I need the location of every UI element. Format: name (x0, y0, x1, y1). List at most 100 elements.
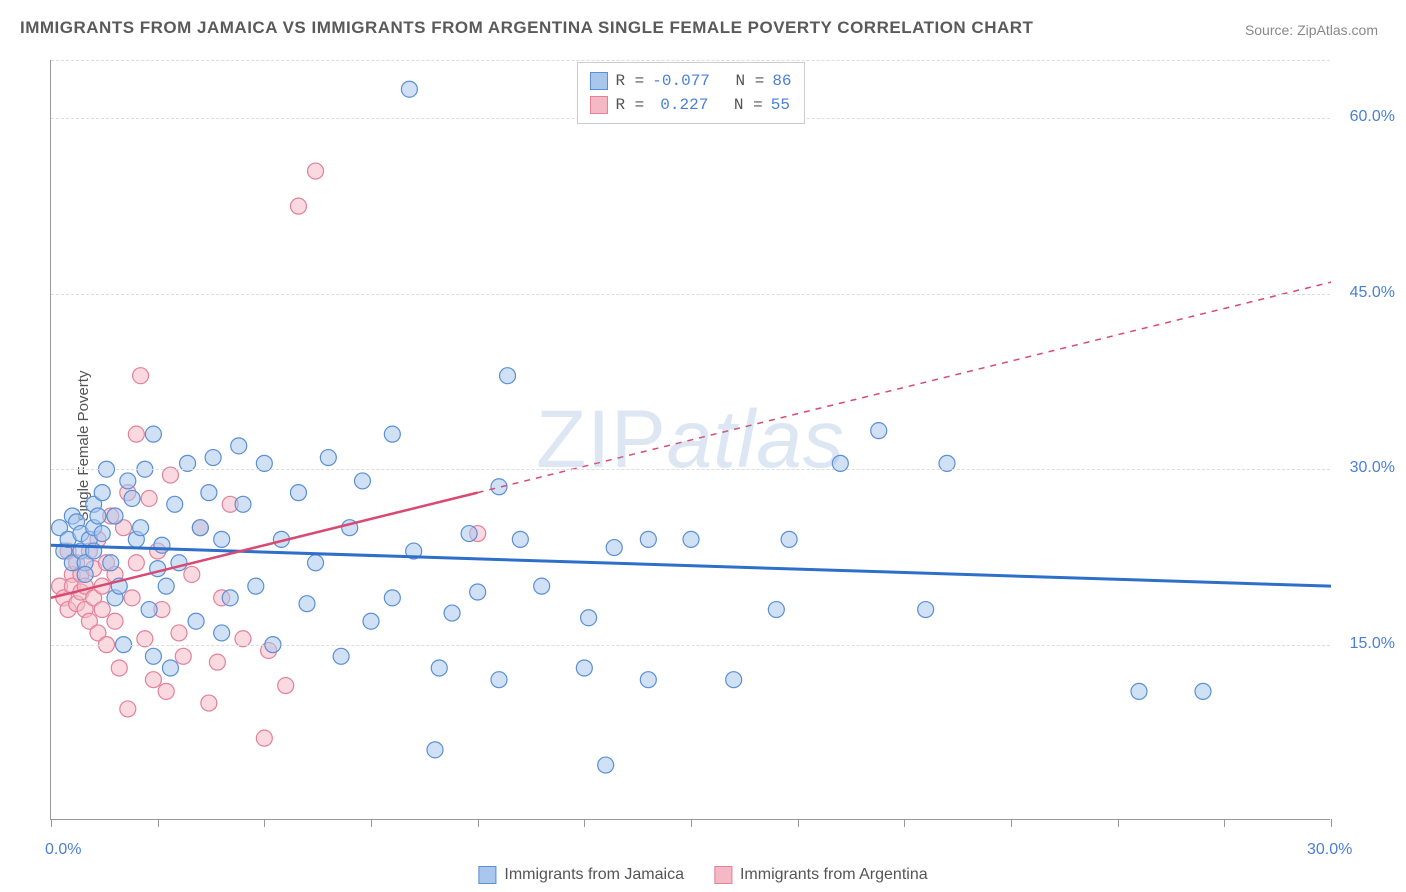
scatter-point (103, 508, 119, 524)
scatter-point (491, 672, 507, 688)
scatter-point (333, 648, 349, 664)
scatter-point (145, 426, 161, 442)
x-tick (584, 819, 585, 827)
n-label: N = (734, 93, 763, 117)
scatter-point (111, 578, 127, 594)
scatter-point (581, 610, 597, 626)
scatter-point (128, 531, 144, 547)
scatter-point (512, 531, 528, 547)
legend-row-argentina: R = 0.227 N = 55 (589, 93, 791, 117)
source-prefix: Source: (1245, 22, 1297, 38)
scatter-point (248, 578, 264, 594)
scatter-point (60, 543, 76, 559)
scatter-point (128, 426, 144, 442)
scatter-point (133, 520, 149, 536)
scatter-point (290, 485, 306, 501)
scatter-point (500, 368, 516, 384)
scatter-point (60, 602, 76, 618)
y-tick-label: 45.0% (1350, 284, 1395, 302)
scatter-point (56, 590, 72, 606)
x-tick-label-min: 0.0% (45, 841, 81, 859)
scatter-point (90, 531, 106, 547)
x-tick (264, 819, 265, 827)
x-tick (1011, 819, 1012, 827)
scatter-point (192, 520, 208, 536)
scatter-point (107, 508, 123, 524)
gridline (51, 60, 1330, 61)
scatter-point (726, 672, 742, 688)
chart-title: IMMIGRANTS FROM JAMAICA VS IMMIGRANTS FR… (20, 18, 1033, 38)
scatter-point (69, 596, 85, 612)
x-tick (1118, 819, 1119, 827)
scatter-point (598, 757, 614, 773)
watermark: ZIPatlas (536, 393, 845, 487)
scatter-point (444, 605, 460, 621)
scatter-point (214, 625, 230, 641)
plot-area: ZIPatlas R = -0.077 N = 86 R = 0.227 N =… (50, 60, 1330, 820)
n-value-argentina: 55 (771, 93, 790, 117)
scatter-point (86, 520, 102, 536)
scatter-point (141, 490, 157, 506)
scatter-point (640, 531, 656, 547)
scatter-point (384, 590, 400, 606)
scatter-point (77, 578, 93, 594)
scatter-point (128, 555, 144, 571)
scatter-point (73, 566, 89, 582)
scatter-point (158, 683, 174, 699)
scatter-point (781, 531, 797, 547)
scatter-point (94, 526, 110, 542)
scatter-point (534, 578, 550, 594)
source-link[interactable]: ZipAtlas.com (1297, 22, 1378, 38)
scatter-point (231, 438, 247, 454)
y-tick-label: 60.0% (1350, 108, 1395, 126)
scatter-point (184, 566, 200, 582)
x-tick (478, 819, 479, 827)
scatter-point (120, 485, 136, 501)
y-tick-label: 15.0% (1350, 635, 1395, 653)
scatter-point (222, 590, 238, 606)
scatter-point (171, 555, 187, 571)
legend-item-jamaica: Immigrants from Jamaica (478, 866, 684, 884)
scatter-point (871, 423, 887, 439)
scatter-point (162, 660, 178, 676)
scatter-point (278, 678, 294, 694)
scatter-point (145, 672, 161, 688)
n-value-jamaica: 86 (772, 69, 791, 93)
scatter-point (214, 590, 230, 606)
scatter-point (384, 426, 400, 442)
scatter-point (1131, 683, 1147, 699)
scatter-point (308, 163, 324, 179)
scatter-point (133, 368, 149, 384)
x-tick (798, 819, 799, 827)
legend-label-jamaica: Immigrants from Jamaica (504, 866, 684, 884)
scatter-point (116, 520, 132, 536)
scatter-point (683, 531, 699, 547)
scatter-point (918, 602, 934, 618)
scatter-point (90, 508, 106, 524)
scatter-point (150, 543, 166, 559)
scatter-point (201, 485, 217, 501)
y-tick-label: 30.0% (1350, 459, 1395, 477)
scatter-point (107, 566, 123, 582)
scatter-point (222, 496, 238, 512)
scatter-point (52, 520, 68, 536)
scatter-point (192, 520, 208, 536)
scatter-point (576, 660, 592, 676)
legend-item-argentina: Immigrants from Argentina (714, 866, 928, 884)
scatter-point (145, 648, 161, 664)
scatter-point (64, 508, 80, 524)
scatter-point (491, 479, 507, 495)
scatter-point (470, 584, 486, 600)
scatter-point (94, 602, 110, 618)
scatter-point (431, 660, 447, 676)
scatter-point (81, 543, 97, 559)
scatter-point (124, 490, 140, 506)
scatter-point (86, 590, 102, 606)
scatter-point (86, 561, 102, 577)
scatter-point (427, 742, 443, 758)
x-tick (1331, 819, 1332, 827)
scatter-point (73, 526, 89, 542)
scatter-point (81, 613, 97, 629)
scatter-point (141, 602, 157, 618)
scatter-point (73, 584, 89, 600)
